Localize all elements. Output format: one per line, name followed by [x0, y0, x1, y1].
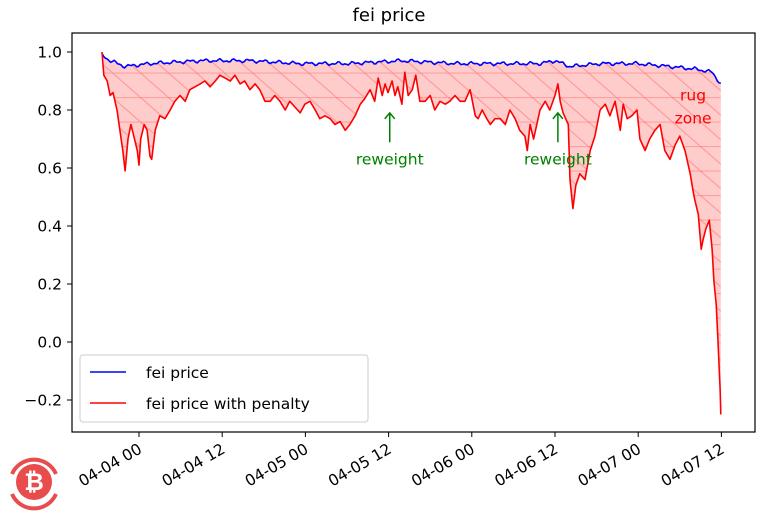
y-tick-label: 1.0 [37, 44, 62, 62]
annotation-arrowhead [384, 111, 396, 120]
annotation-label: reweight [524, 150, 592, 168]
annotation-arrowhead [552, 111, 564, 120]
annotation-label: rug [680, 87, 706, 105]
watermark-glyph: ₿ [24, 468, 44, 496]
x-tick-label: 04-05 12 [325, 440, 394, 490]
y-tick-label: 0.2 [37, 276, 62, 294]
fill-between-area [102, 52, 721, 415]
series-line-fei-price [101, 53, 721, 84]
x-tick-label: 04-05 00 [242, 440, 311, 490]
plot-frame [71, 32, 756, 433]
y-tick-label: 0.0 [37, 334, 62, 352]
annotation-label: reweight [356, 150, 424, 168]
legend-label-fei-price-with-penalty: fei price with penalty [146, 395, 310, 413]
series-line-fei-price-with-penalty [101, 51, 722, 415]
chart-title: fei price [353, 5, 426, 26]
x-tick-label: 04-04 00 [76, 440, 145, 490]
x-axis: 04-04 00 04-04 12 04-05 00 04-05 12 04-06 00… [76, 432, 727, 490]
y-tick-label: 0.4 [37, 218, 62, 236]
x-tick-label: 04-07 00 [575, 440, 644, 490]
legend-box [79, 354, 369, 423]
plot-area [101, 51, 722, 415]
bitcoin-logo-icon: ₿ [10, 457, 58, 511]
y-tick-label: 0.8 [37, 102, 62, 120]
x-tick-label: 04-06 00 [408, 440, 477, 490]
annotation-label: zone [675, 110, 712, 128]
annotations: reweight reweight rug zone [356, 87, 712, 169]
y-axis: 1.0 0.8 0.6 0.4 0.2 0.0 −0.2 [24, 44, 72, 410]
legend-label-fei-price: fei price [146, 364, 209, 382]
x-tick-label: 04-04 12 [159, 440, 228, 490]
x-tick-label: 04-06 12 [492, 440, 561, 490]
y-tick-label: −0.2 [24, 392, 62, 410]
legend: fei price fei price with penalty [79, 354, 369, 423]
x-tick-label: 04-07 12 [658, 440, 727, 490]
y-tick-label: 0.6 [37, 160, 62, 178]
